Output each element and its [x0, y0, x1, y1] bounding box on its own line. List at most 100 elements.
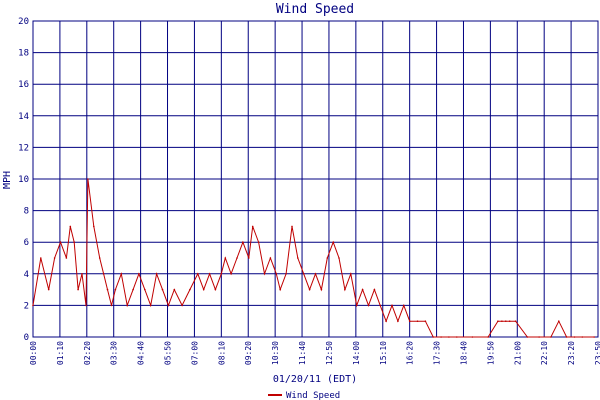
x-tick-label: 21:00: [513, 341, 522, 365]
data-point: [220, 273, 223, 275]
data-point: [275, 273, 278, 275]
data-point: [373, 288, 376, 291]
data-point: [391, 304, 393, 307]
x-tick-label: 05:50: [164, 341, 173, 365]
data-point: [379, 304, 382, 307]
data-point: [285, 273, 287, 275]
data-point: [65, 257, 68, 259]
y-tick-label: 18: [18, 49, 29, 59]
data-point: [236, 257, 238, 259]
y-tick-label: 14: [18, 112, 29, 122]
data-point: [224, 257, 227, 259]
data-point: [106, 288, 109, 291]
x-tick-label: 02:20: [83, 341, 92, 365]
data-point: [189, 288, 191, 291]
y-axis-ticks: 0 2 4 6 8 10 12 14 16 18 20: [18, 17, 29, 343]
data-point: [132, 288, 134, 291]
x-tick-label: 08:10: [217, 341, 226, 365]
data-point: [257, 241, 260, 243]
data-point: [161, 288, 164, 291]
data-point: [263, 273, 266, 275]
data-point: [167, 304, 170, 307]
data-point: [279, 288, 282, 291]
data-point: [87, 178, 89, 180]
x-tick-label: 16:20: [406, 341, 415, 365]
x-tick-label: 12:50: [325, 341, 334, 365]
grid-lines: [33, 21, 598, 337]
data-point: [59, 241, 62, 243]
data-point: [114, 288, 117, 291]
data-point: [173, 288, 176, 291]
data-point: [326, 257, 329, 259]
data-point: [565, 336, 568, 338]
data-point: [98, 257, 101, 259]
x-tick-label: 09:20: [244, 341, 253, 365]
data-point: [110, 304, 113, 307]
legend: Wind Speed: [268, 391, 340, 400]
data-point: [332, 241, 335, 243]
data-point: [202, 288, 205, 291]
data-point: [138, 273, 140, 275]
data-point: [448, 336, 450, 338]
data-point: [416, 320, 419, 323]
data-point: [93, 225, 95, 228]
data-point: [214, 288, 217, 291]
x-tick-label: 14:00: [352, 341, 361, 365]
y-tick-label: 12: [18, 143, 29, 153]
data-point: [593, 336, 595, 338]
y-tick-label: 6: [24, 238, 29, 248]
series-layer: [32, 178, 595, 338]
data-point: [514, 320, 517, 323]
data-point: [367, 304, 370, 307]
chart-title: Wind Speed: [276, 2, 354, 17]
x-tick-label: 23:20: [567, 341, 576, 365]
data-point: [77, 288, 79, 291]
y-tick-label: 2: [24, 301, 29, 311]
data-point: [581, 336, 584, 338]
data-point: [144, 288, 146, 291]
data-point: [69, 225, 72, 228]
data-point: [361, 288, 364, 291]
data-point: [126, 304, 128, 307]
data-point: [344, 288, 346, 291]
data-point: [350, 273, 352, 275]
data-point: [526, 336, 529, 338]
data-point: [573, 336, 576, 338]
x-tick-label: 23:50: [594, 341, 600, 365]
data-point: [208, 273, 211, 275]
data-point: [550, 336, 552, 338]
data-point: [40, 257, 42, 259]
x-tick-label: 04:40: [137, 341, 146, 365]
data-point: [508, 320, 511, 323]
data-point: [85, 304, 87, 307]
data-point: [320, 288, 323, 291]
data-point: [338, 257, 340, 259]
data-point: [385, 320, 387, 323]
data-point: [403, 304, 405, 307]
x-tick-label: 11:40: [298, 341, 307, 365]
data-point: [432, 336, 435, 338]
data-point: [397, 320, 399, 323]
data-point: [314, 273, 317, 275]
y-tick-label: 0: [24, 333, 29, 343]
data-point: [248, 257, 250, 259]
data-point: [558, 320, 560, 323]
data-point: [53, 257, 56, 259]
x-tick-label: 22:10: [540, 341, 549, 365]
data-point: [197, 273, 199, 275]
data-point: [408, 320, 411, 323]
data-point: [355, 304, 358, 307]
data-point: [297, 257, 299, 259]
data-point: [269, 257, 272, 259]
data-point: [497, 320, 499, 323]
data-point: [181, 304, 183, 307]
data-point: [81, 273, 83, 275]
x-tick-label: 18:40: [459, 341, 468, 365]
data-point: [538, 336, 540, 338]
data-point: [291, 225, 293, 228]
data-point: [251, 225, 254, 228]
y-tick-label: 8: [24, 207, 29, 217]
legend-label: Wind Speed: [286, 391, 340, 400]
x-tick-label: 01:10: [56, 341, 65, 365]
data-point: [242, 241, 244, 243]
